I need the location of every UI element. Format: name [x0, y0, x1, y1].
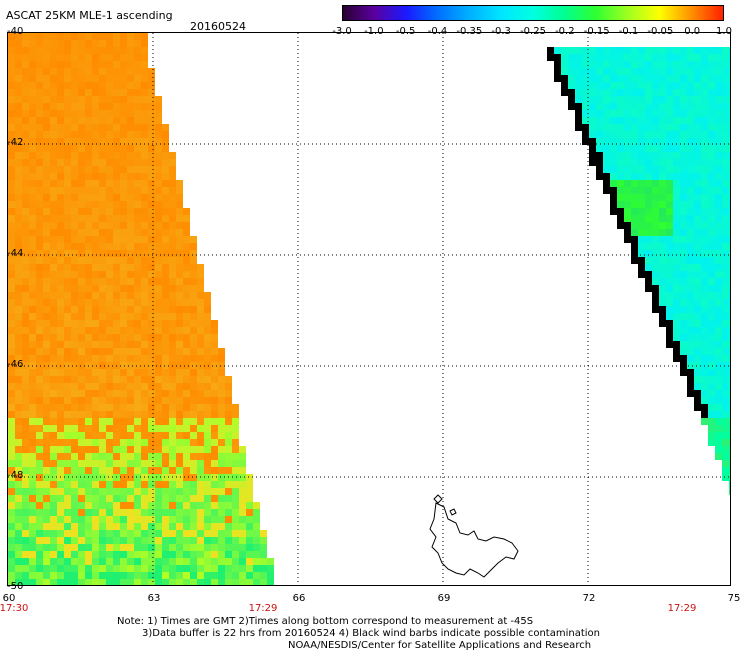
note-line-3: NOAA/NESDIS/Center for Satellite Applica…: [288, 640, 592, 651]
colorbar-tick-label: -0.2: [555, 26, 575, 37]
colorbar-tick-label: 1.0: [716, 26, 732, 37]
colorbar-tick-label: 0.0: [684, 26, 701, 37]
colorbar-tick-label: -3.0: [332, 26, 352, 37]
note-line-2: 3)Data buffer is 22 hrs from 20160524 4)…: [142, 628, 600, 639]
latitude-label: -42: [7, 137, 24, 148]
longitude-label: 75: [727, 593, 740, 604]
colorbar-tick-label: -1.0: [364, 26, 384, 37]
swath-map: [8, 33, 730, 585]
note-line-1: Note: 1) Times are GMT 2)Times along bot…: [117, 616, 534, 627]
latitude-label: -50: [7, 581, 24, 592]
time-label-mid: 17:29: [248, 603, 278, 614]
island-outline: [429, 502, 519, 578]
longitude-label: 60: [2, 593, 16, 604]
wind-cells: [8, 33, 730, 585]
latitude-label: -40: [7, 26, 24, 37]
colorbar-tick-label: -0.25: [520, 26, 546, 37]
colorbar-tick-label: -0.3: [491, 26, 511, 37]
colorbar-tick-label: -0.15: [583, 26, 610, 37]
latitude-label: -46: [7, 359, 24, 370]
colorbar-tick-label: -0.4: [427, 26, 448, 37]
product-date: 20160524: [190, 20, 246, 33]
colorbar: [342, 5, 724, 21]
time-label-start: 17:30: [0, 603, 29, 614]
longitude-label: 69: [437, 593, 451, 604]
longitude-label: 72: [582, 593, 596, 604]
latitude-label: -44: [7, 248, 24, 259]
colorbar-tick-label: -0.5: [395, 26, 416, 37]
colorbar-tick-label: -0.35: [456, 26, 483, 37]
longitude-label: 63: [147, 593, 161, 604]
time-label-end: 17:29: [667, 603, 697, 614]
islet-outline: [433, 494, 457, 516]
product-title: ASCAT 25KM MLE-1 ascending: [6, 9, 173, 22]
colorbar-tick-label: -0.05: [647, 26, 674, 37]
longitude-label: 66: [292, 593, 306, 604]
colorbar-tick-label: -0.1: [618, 26, 639, 37]
graticule: [8, 33, 730, 585]
map-panel: [7, 32, 731, 586]
latitude-label: -48: [7, 470, 24, 481]
